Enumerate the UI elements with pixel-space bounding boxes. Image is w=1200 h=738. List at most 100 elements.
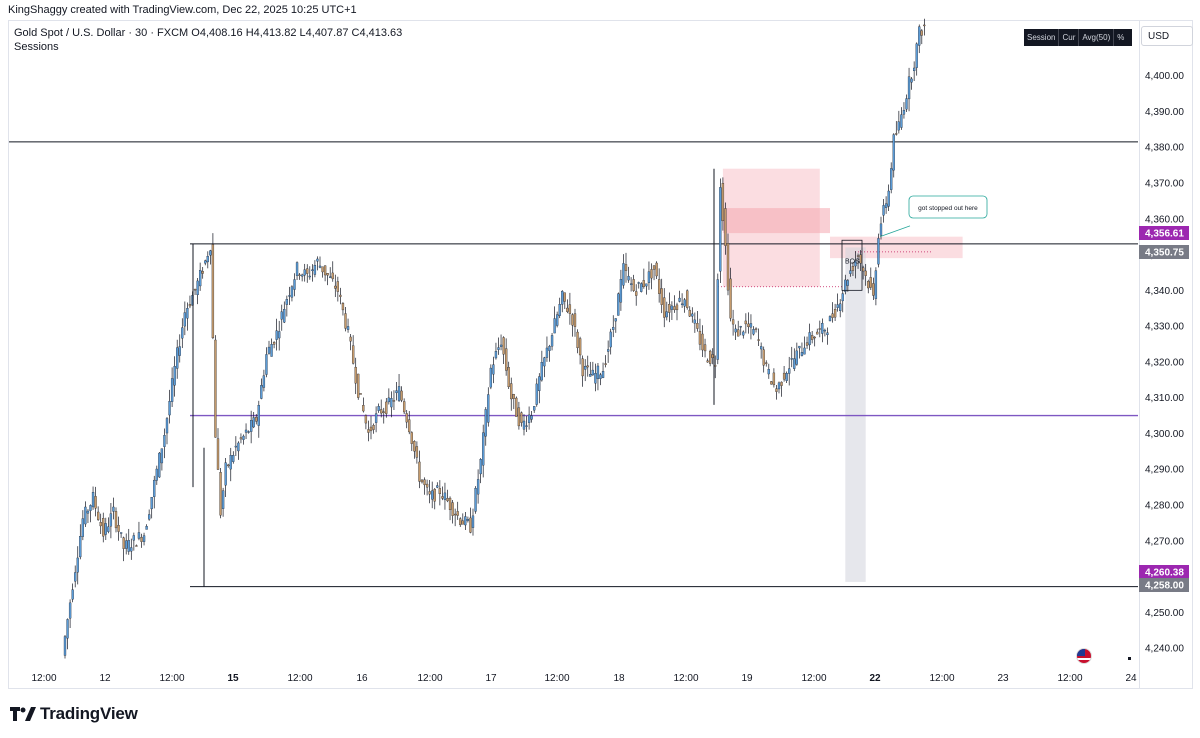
candle-body xyxy=(665,311,668,318)
candle-body xyxy=(762,349,765,366)
candle-body xyxy=(176,347,179,369)
candle-body xyxy=(596,365,600,380)
candle-body xyxy=(584,366,587,370)
candle-body xyxy=(367,429,370,433)
candle-body xyxy=(859,254,862,264)
candle-body xyxy=(181,327,184,339)
candle-body xyxy=(561,291,564,305)
candle-body xyxy=(828,316,832,322)
cur-toggle[interactable]: Cur xyxy=(1059,29,1080,46)
candle-body xyxy=(354,366,357,384)
candle-body xyxy=(788,368,791,374)
candle-body xyxy=(864,270,867,276)
us-flag-icon[interactable] xyxy=(1076,648,1092,664)
candle-body xyxy=(464,516,467,526)
candle-body xyxy=(112,506,115,512)
session-toggle[interactable]: Session xyxy=(1024,29,1060,46)
candle-body xyxy=(530,415,533,420)
candle-body xyxy=(887,190,890,207)
candle-body xyxy=(183,312,187,327)
x-tick-label: 15 xyxy=(227,673,239,684)
tv-logo-icon xyxy=(10,707,36,721)
candle-body xyxy=(515,397,518,417)
candle-body xyxy=(91,492,95,508)
candle-body xyxy=(107,526,110,532)
candle-body xyxy=(624,264,628,271)
currency-button[interactable]: USD xyxy=(1141,26,1193,46)
candle-body xyxy=(466,519,470,521)
candle-body xyxy=(890,168,893,190)
candle-body xyxy=(377,406,380,411)
candle-body xyxy=(415,446,419,458)
candle-body xyxy=(573,313,577,327)
candle-body xyxy=(872,283,875,296)
candle-body xyxy=(408,419,411,433)
bos-box xyxy=(841,239,863,291)
indicator-label[interactable]: Sessions xyxy=(14,41,59,53)
candle-body xyxy=(693,319,696,324)
candle-body xyxy=(262,375,266,388)
x-tick-label: 24 xyxy=(1125,673,1137,684)
candle-body xyxy=(775,388,778,392)
candle-body xyxy=(683,299,686,307)
candle-body xyxy=(270,344,273,357)
candle-body xyxy=(125,540,128,549)
x-tick-label: 12:00 xyxy=(159,673,184,684)
candle-body xyxy=(446,498,449,502)
candle-body xyxy=(846,280,849,286)
candle-body xyxy=(102,518,105,537)
symbol-legend[interactable]: Gold Spot / U.S. Dollar · 30 · FXCM O4,4… xyxy=(14,27,403,39)
candle-body xyxy=(604,363,607,365)
price-tag-label: 4,258.00 xyxy=(1145,581,1184,592)
candle-body xyxy=(538,376,541,392)
x-tick-label: 12:00 xyxy=(673,673,698,684)
candle-body xyxy=(211,244,215,339)
candle-body xyxy=(461,520,464,525)
candle-body xyxy=(456,511,459,516)
candle-body xyxy=(691,313,694,317)
x-tick-label: 12:00 xyxy=(417,673,442,684)
candle-body xyxy=(142,535,146,542)
candle-body xyxy=(726,243,730,291)
candle-body xyxy=(831,313,834,318)
candle-body xyxy=(402,401,406,413)
candle-body xyxy=(405,413,408,423)
callout-pointer xyxy=(879,225,911,238)
candle-body xyxy=(418,461,421,482)
candle-body xyxy=(658,279,661,294)
candle-body xyxy=(882,205,885,216)
candle-body xyxy=(851,266,855,271)
candle-body xyxy=(823,329,827,332)
candle-body xyxy=(635,291,638,296)
candle-body xyxy=(867,281,870,289)
candle-body xyxy=(668,304,671,313)
candle-body xyxy=(821,322,824,334)
candle-body xyxy=(696,323,699,329)
y-tick-label: 4,290.00 xyxy=(1145,465,1184,476)
candle-body xyxy=(862,267,865,272)
candle-body xyxy=(280,311,283,320)
dot-marker xyxy=(1128,657,1131,660)
candle-body xyxy=(132,535,136,541)
candle-body xyxy=(571,314,574,326)
price-tag-label: 4,356.61 xyxy=(1145,229,1184,240)
candle-body xyxy=(627,275,630,281)
candle-body xyxy=(334,285,337,289)
candle-body xyxy=(227,464,230,467)
avg-toggle[interactable]: Avg(50) xyxy=(1079,29,1115,46)
candle-body xyxy=(147,514,151,520)
candle-body xyxy=(155,468,158,481)
candle-body xyxy=(431,490,434,500)
percent-toggle[interactable]: % xyxy=(1117,33,1125,42)
candle-body xyxy=(224,462,227,486)
candle-body xyxy=(492,364,495,375)
candle-body xyxy=(680,303,684,306)
candle-body xyxy=(854,261,857,267)
candle-body xyxy=(267,346,271,354)
candle-body xyxy=(675,304,679,311)
candle-body xyxy=(793,358,796,369)
candle-body xyxy=(617,293,620,316)
x-tick-label: 17 xyxy=(485,673,497,684)
candle-body xyxy=(242,435,245,440)
